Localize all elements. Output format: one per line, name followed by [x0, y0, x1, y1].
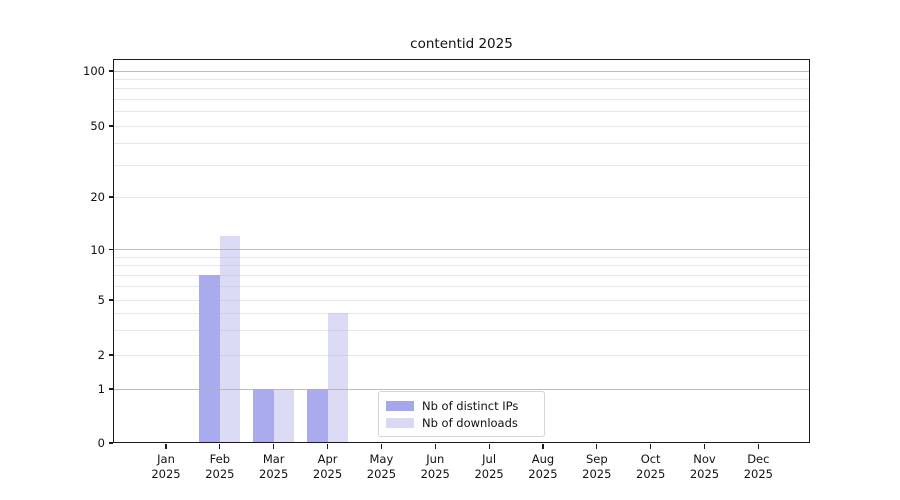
- gridline-minor: [114, 78, 809, 80]
- gridline-minor: [114, 98, 809, 100]
- x-tick-label: Aug 2025: [528, 452, 558, 481]
- x-tick-mark: [219, 444, 221, 449]
- legend-item-distinct-ips: Nb of distinct IPs: [386, 399, 536, 413]
- x-tick-mark: [165, 444, 167, 449]
- gridline-minor: [114, 111, 809, 113]
- y-tick-mark: [109, 354, 113, 356]
- y-tick-mark: [109, 248, 113, 251]
- gridline-minor: [114, 142, 809, 144]
- y-tick-mark: [109, 442, 113, 444]
- y-tick-label: 10: [90, 242, 105, 257]
- legend-label-distinct-ips: Nb of distinct IPs: [422, 398, 519, 413]
- bar-nb-of-downloads-apr-2025: [327, 313, 349, 443]
- y-tick-label: 50: [90, 119, 105, 133]
- x-tick-mark: [596, 444, 598, 449]
- y-tick-mark: [109, 70, 113, 72]
- y-tick-label: 5: [97, 293, 105, 307]
- y-tick-label: 100: [83, 64, 105, 78]
- gridline-minor: [114, 165, 809, 167]
- gridline-minor: [114, 265, 809, 267]
- legend: Nb of distinct IPs Nb of downloads: [378, 391, 545, 437]
- x-tick-mark: [757, 444, 759, 449]
- gridline-minor: [114, 354, 809, 356]
- y-tick-mark: [109, 299, 113, 301]
- x-tick-label: Jul 2025: [474, 452, 504, 481]
- legend-item-downloads: Nb of downloads: [386, 416, 536, 430]
- gridline-minor: [114, 330, 809, 332]
- bar-nb-of-downloads-mar-2025: [273, 389, 295, 443]
- x-tick-mark: [650, 444, 652, 449]
- gridline-minor: [114, 274, 809, 276]
- x-tick-label: Jan 2025: [151, 452, 181, 481]
- gridline-minor: [114, 286, 809, 288]
- bar-nb-of-distinct-ips-apr-2025: [307, 389, 328, 443]
- y-tick-mark: [109, 388, 113, 390]
- x-tick-label: Dec 2025: [743, 452, 773, 481]
- bar-nb-of-distinct-ips-feb-2025: [199, 275, 220, 443]
- gridline-minor: [114, 299, 809, 301]
- x-tick-mark: [488, 444, 490, 449]
- x-tick-label: Mar 2025: [259, 452, 289, 481]
- x-tick-label: Jun 2025: [420, 452, 450, 481]
- bar-nb-of-distinct-ips-mar-2025: [253, 389, 274, 443]
- x-tick-label: Apr 2025: [312, 452, 343, 481]
- x-tick-label: Sep 2025: [582, 452, 612, 481]
- y-tick-label: 1: [97, 382, 105, 396]
- x-tick-mark: [326, 444, 329, 449]
- legend-label-downloads: Nb of downloads: [422, 415, 518, 430]
- y-tick-label: 2: [97, 348, 105, 362]
- x-tick-label: Nov 2025: [689, 452, 720, 481]
- x-tick-mark: [273, 444, 275, 449]
- y-tick-mark: [109, 125, 113, 127]
- y-tick-mark: [109, 196, 113, 198]
- gridline-minor: [114, 312, 809, 314]
- gridline-minor: [114, 256, 809, 258]
- y-tick-label: 0: [97, 436, 105, 450]
- x-tick-mark: [434, 444, 436, 449]
- chart-title: contentid 2025: [410, 36, 513, 52]
- legend-swatch-distinct-ips: [386, 400, 414, 411]
- x-tick-mark: [380, 444, 382, 449]
- legend-swatch-downloads: [386, 417, 414, 428]
- gridline-minor: [114, 125, 809, 127]
- gridline-major: [114, 388, 809, 390]
- x-tick-mark: [542, 444, 544, 449]
- x-tick-label: Feb 2025: [205, 452, 235, 481]
- gridline-major: [114, 70, 809, 72]
- bar-nb-of-downloads-feb-2025: [219, 235, 241, 443]
- gridline-major: [114, 249, 809, 250]
- gridline-minor: [114, 88, 809, 90]
- x-tick-label: Oct 2025: [636, 452, 666, 481]
- y-tick-label: 20: [90, 190, 105, 204]
- x-tick-mark: [703, 444, 706, 449]
- plot-frame: [113, 59, 810, 443]
- gridline-minor: [114, 196, 809, 198]
- x-tick-label: May 2025: [366, 452, 397, 481]
